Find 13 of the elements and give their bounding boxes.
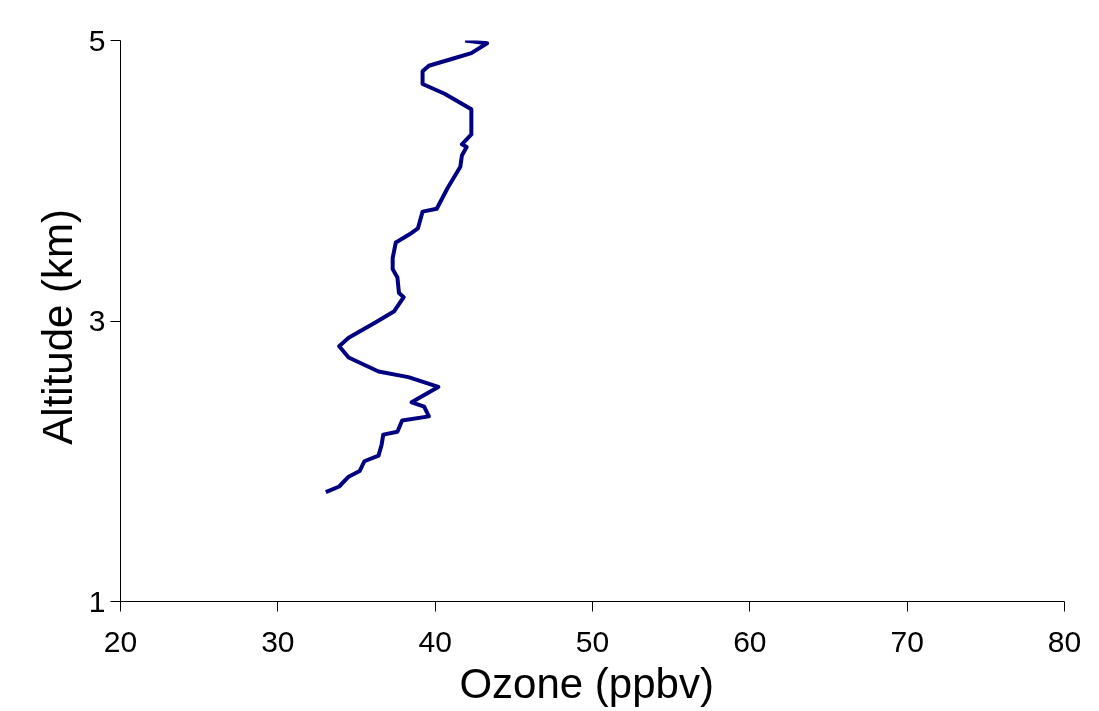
x-axis-title: Ozone (ppbv) (459, 659, 714, 707)
x-tick-label: 40 (418, 624, 452, 658)
x-tick-label: 80 (1047, 624, 1082, 658)
y-tick-label: 5 (88, 23, 106, 57)
x-tick-label: 60 (733, 624, 767, 658)
x-tick-label: 50 (575, 624, 610, 658)
y-tick-label: 1 (88, 584, 106, 618)
x-tick-label: 20 (103, 624, 138, 658)
x-tick-label: 70 (890, 624, 924, 658)
y-axis-title: Altitude (km) (33, 208, 81, 445)
y-tick-label: 3 (88, 304, 106, 337)
line-series (323, 40, 490, 495)
x-tick-label: 30 (261, 624, 295, 658)
